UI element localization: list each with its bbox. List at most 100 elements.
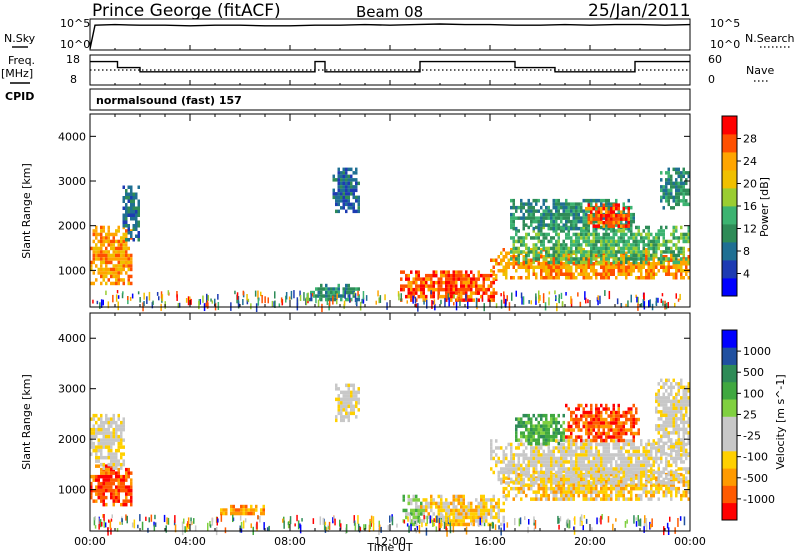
heatmap-cell [607, 226, 610, 231]
heatmap-cell [572, 493, 575, 498]
heatmap-cell [555, 460, 558, 464]
heatmap-cell [675, 272, 678, 276]
heatmap-cell [398, 293, 400, 301]
heatmap-cell [620, 428, 623, 432]
heatmap-cell [615, 483, 618, 487]
heatmap-cell [502, 501, 505, 506]
heatmap-cell [470, 515, 473, 520]
heatmap-cell [666, 522, 669, 529]
heatmap-cell [587, 236, 590, 240]
heatmap-cell [105, 445, 108, 449]
heatmap-cell [92, 441, 95, 446]
heatmap-cell [342, 287, 345, 291]
heatmap-cell [572, 216, 575, 220]
heatmap-cell [672, 257, 675, 261]
heatmap-cell [567, 497, 570, 501]
heatmap-cell [627, 490, 630, 494]
heatmap-cell [127, 196, 130, 200]
heatmap-cell [345, 283, 348, 288]
heatmap-cell [450, 519, 453, 523]
heatmap-cell [547, 467, 550, 471]
heatmap-cell [642, 276, 645, 280]
heatmap-cell [330, 297, 333, 302]
heatmap-cell [635, 493, 638, 498]
heatmap-cell [107, 478, 110, 482]
heatmap-cell [542, 486, 545, 491]
heatmap-cell [627, 474, 630, 478]
heatmap-cell [667, 460, 670, 464]
heatmap-cell [515, 250, 518, 254]
heatmap-cell [555, 490, 558, 494]
heatmap-cell [617, 269, 620, 273]
heatmap-cell [400, 270, 403, 274]
heatmap-cell [662, 257, 665, 261]
heatmap-cell [612, 220, 615, 225]
heatmap-cell [582, 410, 585, 415]
heatmap-cell [660, 232, 663, 237]
heatmap-cell [660, 378, 663, 383]
heatmap-cell [662, 413, 665, 418]
heatmap-cell [607, 202, 610, 206]
heatmap-cell [340, 411, 343, 416]
heatmap-cell [137, 224, 140, 228]
heatmap-cell [582, 421, 585, 425]
heatmap-cell [610, 414, 613, 418]
heatmap-cell [632, 417, 635, 422]
heatmap-cell [682, 167, 685, 172]
heatmap-cell [605, 453, 608, 457]
heatmap-cell [630, 421, 633, 425]
heatmap-cell [477, 515, 480, 520]
heatmap-cell [100, 488, 103, 493]
heatmap-cell [680, 406, 683, 411]
heatmap-cell [542, 212, 545, 217]
heatmap-cell [487, 284, 490, 288]
heatmap-cell [335, 199, 338, 203]
heatmap-cell [119, 521, 121, 525]
heatmap-cell [572, 470, 575, 475]
heatmap-cell [570, 449, 573, 454]
heatmap-cell [415, 515, 418, 520]
heatmap-cell [640, 250, 643, 254]
heatmap-cell [665, 417, 668, 421]
heatmap-cell [665, 460, 668, 464]
heatmap-cell [685, 236, 688, 240]
heatmap-cell [457, 277, 460, 281]
heatmap-cell [670, 438, 673, 442]
heatmap-cell [522, 413, 525, 418]
heatmap-cell [176, 291, 178, 298]
heatmap-cell [105, 232, 108, 237]
heatmap-cell [512, 223, 515, 227]
heatmap-cell [527, 420, 530, 425]
heatmap-cell [330, 287, 333, 291]
heatmap-cell [92, 239, 95, 244]
heatmap-cell [632, 442, 635, 447]
heatmap-cell [345, 394, 348, 398]
heatmap-cell [615, 250, 618, 254]
heatmap-cell [347, 294, 350, 298]
heatmap-cell [490, 273, 493, 278]
heatmap-cell [537, 446, 540, 450]
heatmap-cell [580, 202, 583, 206]
heatmap-cell [299, 290, 301, 297]
heatmap-cell [547, 456, 550, 461]
heatmap-cell [605, 410, 608, 415]
heatmap-cell [645, 474, 648, 478]
heatmap-cell [530, 441, 533, 446]
heatmap-cell [605, 239, 608, 244]
heatmap-cell [452, 291, 455, 295]
heatmap-cell [527, 272, 530, 276]
heatmap-cell [687, 236, 690, 240]
heatmap-cell [455, 505, 458, 509]
heatmap-cell [455, 298, 458, 302]
heatmap-cell [640, 257, 643, 261]
heatmap-cell [105, 267, 108, 272]
heatmap-cell [575, 407, 578, 411]
heatmap-cell [665, 474, 668, 478]
heatmap-cell [520, 490, 523, 494]
heatmap-cell [347, 192, 350, 196]
heatmap-cell [410, 498, 413, 502]
heatmap-cell [615, 223, 618, 227]
heatmap-cell [655, 456, 658, 461]
heatmap-cell [97, 445, 100, 449]
heatmap-cell [675, 399, 678, 404]
